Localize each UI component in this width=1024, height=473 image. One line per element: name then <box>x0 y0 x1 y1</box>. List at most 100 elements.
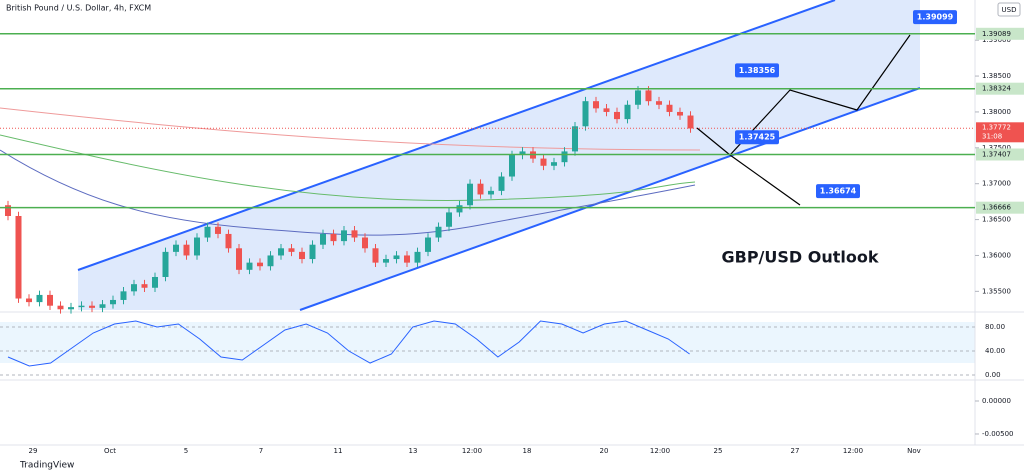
target-box <box>816 184 860 199</box>
candle-body <box>383 259 389 263</box>
candle-body <box>477 183 484 195</box>
oscillator-line <box>7 320 690 367</box>
level-tag <box>976 201 1024 214</box>
candle-body <box>624 104 631 120</box>
x-tick-label: 27 <box>791 447 800 455</box>
y-tick-label: 1.37000 <box>982 180 1011 188</box>
candle-body <box>183 244 190 256</box>
candle-body <box>320 233 326 245</box>
target-label: 1.37425 <box>739 133 776 142</box>
x-tick-label: 12:00 <box>843 447 863 455</box>
candle-body <box>204 226 211 238</box>
x-tick-label: 29 <box>29 447 38 455</box>
candle-body <box>68 307 74 310</box>
candle-body <box>47 294 53 306</box>
y-tick-label: 0.00000 <box>982 397 1011 405</box>
x-tick-label: 13 <box>409 447 418 455</box>
candle-body <box>645 90 652 102</box>
chart-title: British Pound / U.S. Dollar, 4h, FXCM <box>6 4 151 13</box>
x-tick-label: 20 <box>600 447 609 455</box>
candle-body <box>603 108 610 112</box>
candle-body <box>99 304 106 308</box>
candle-body <box>509 155 515 177</box>
x-tick-label: Nov <box>907 447 921 455</box>
candle-body <box>36 294 43 303</box>
candle-body <box>57 305 64 310</box>
candle-body <box>656 101 662 105</box>
candle-body <box>446 212 452 227</box>
x-tick-label: 12:00 <box>462 447 482 455</box>
y-tick-label: 1.37500 <box>982 144 1011 152</box>
candle-body <box>225 233 232 249</box>
ma-red <box>0 107 701 151</box>
channel-lower <box>299 87 921 311</box>
candle-body <box>309 244 316 260</box>
candle-body <box>78 305 85 308</box>
candle-body <box>173 244 179 252</box>
currency-box <box>997 2 1021 17</box>
candle-body <box>341 230 347 242</box>
candle-body <box>572 126 578 152</box>
y-tick-label: 1.38000 <box>982 108 1011 116</box>
y-tick-label: 1.36000 <box>982 251 1011 259</box>
candle-body <box>267 255 274 267</box>
candle-body <box>414 251 421 263</box>
level-label: 1.39089 <box>982 30 1011 38</box>
candle-body <box>110 299 116 305</box>
y-tick-label: 1.35500 <box>982 287 1011 295</box>
candle-body <box>372 248 379 263</box>
target-box <box>913 10 957 25</box>
candle-body <box>152 276 158 288</box>
target-label: 1.39099 <box>917 13 954 22</box>
candle-body <box>246 262 253 270</box>
ma-green <box>0 134 696 201</box>
x-tick-label: 5 <box>184 447 188 455</box>
candle-body <box>666 104 673 112</box>
candle-body <box>677 111 683 116</box>
candle-body <box>15 215 22 299</box>
annotation: GBP/USD Outlook <box>721 248 878 267</box>
candle-body <box>278 248 284 256</box>
candle-body <box>614 111 620 120</box>
target-label: 1.36674 <box>820 187 857 196</box>
candle-body <box>456 205 463 213</box>
x-tick-label: 7 <box>259 447 263 455</box>
candle-body <box>5 205 11 216</box>
currency: USD <box>1002 6 1017 14</box>
candle-body <box>519 151 526 155</box>
candle-body <box>351 230 358 238</box>
candle-body <box>687 115 694 129</box>
y-tick-label: 1.38500 <box>982 72 1011 80</box>
candle-body <box>435 226 442 238</box>
y-tick-label: -0.00500 <box>982 430 1013 438</box>
candle-body <box>299 251 305 260</box>
candle-body <box>257 262 263 267</box>
y-tick-label: 80.00 <box>985 323 1005 331</box>
y-tick-label: 1.36500 <box>982 216 1011 224</box>
ma-blue <box>0 149 696 236</box>
projection-down <box>729 154 801 206</box>
channel-upper <box>77 0 836 271</box>
x-tick-label: 25 <box>714 447 723 455</box>
candle-body <box>194 237 200 256</box>
level-tag <box>976 148 1024 161</box>
candle-body <box>404 255 410 263</box>
x-tick-label: 18 <box>523 447 532 455</box>
countdown: 31:08 <box>982 132 1002 140</box>
candle-body <box>362 237 368 249</box>
candle-body <box>561 151 568 163</box>
candle-body <box>120 291 127 300</box>
level-label: 1.38324 <box>982 85 1011 93</box>
plot <box>5 86 694 314</box>
level-label: 1.37407 <box>982 150 1011 158</box>
y-tick-label: 40.00 <box>985 347 1005 355</box>
candle-body <box>635 90 641 105</box>
candle-body <box>131 284 137 292</box>
oscillator-band <box>0 322 975 363</box>
level-tag <box>976 27 1024 40</box>
brand: TradingView <box>19 461 74 471</box>
x-tick-label: Oct <box>104 447 116 455</box>
candle-body <box>236 248 242 270</box>
candle-body <box>393 255 400 260</box>
